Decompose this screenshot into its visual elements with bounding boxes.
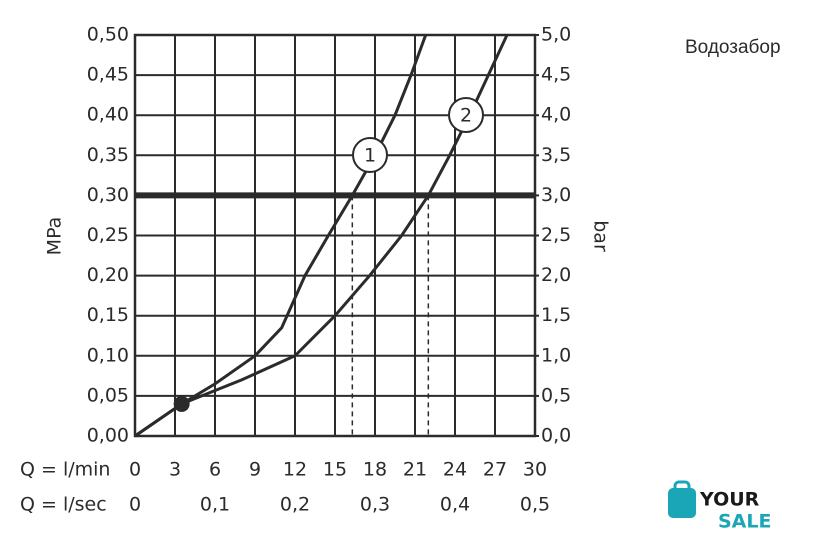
x-tick-label: 27: [483, 459, 507, 481]
y-tick-label: 0,40: [87, 104, 129, 126]
y-tick-label: 0,25: [87, 224, 129, 246]
y-tick-label: 0,05: [87, 384, 129, 406]
x2-tick-label: 0,3: [360, 494, 390, 516]
x-tick-label: 15: [323, 459, 347, 481]
y2-tick-label: 3,5: [541, 144, 571, 166]
x2-axis-label: Q = l/sec: [20, 494, 107, 516]
y-tick-label: 0,15: [87, 304, 129, 326]
chart-title: Водозабор: [685, 37, 781, 58]
y-tick-label: 0,45: [87, 64, 129, 86]
y2-tick-label: 2,5: [541, 224, 571, 246]
y2-tick-label: 0,5: [541, 384, 571, 406]
x-tick-label: 9: [249, 459, 261, 481]
y-tick-label: 0,00: [87, 425, 129, 447]
plot-frame: [133, 33, 537, 438]
y2-tick-label: 3,0: [541, 184, 571, 206]
x-tick-label: 21: [403, 459, 427, 481]
logo-text: SALE: [718, 511, 771, 533]
y2-tick-label: 4,0: [541, 104, 571, 126]
x-tick-label: 24: [443, 459, 467, 481]
point: [173, 395, 190, 412]
y-tick-label: 0,20: [87, 264, 129, 286]
x2-tick-label: 0: [129, 494, 141, 516]
y2-tick-label: 1,0: [541, 344, 571, 366]
curve-label: 1: [364, 145, 376, 167]
y2-tick-label: 2,0: [541, 264, 571, 286]
x-tick-label: 18: [363, 459, 387, 481]
logo: YOUR SALE: [668, 480, 771, 533]
curve-badge: [352, 137, 388, 173]
x2-tick-label: 0,2: [280, 494, 310, 516]
x-tick-label: 3: [169, 459, 181, 481]
y2-tick-label: 4,5: [541, 64, 571, 86]
y2-tick-label: 5,0: [541, 24, 571, 46]
y-tick-label: 0,35: [87, 144, 129, 166]
y2-tick-label: 1,5: [541, 304, 571, 326]
x-tick-label: 0: [129, 459, 141, 481]
y2-tick-label: 0,0: [541, 425, 571, 447]
logo-icon: [668, 488, 696, 518]
curve-label: 2: [460, 105, 472, 127]
x2-tick-label: 0,1: [200, 494, 230, 516]
x-tick-label: 30: [523, 459, 547, 481]
x2-tick-label: 0,5: [520, 494, 550, 516]
y2-axis-label: bar: [590, 220, 612, 252]
x-axis-label: Q = l/min: [20, 459, 110, 481]
x-tick-label: 12: [283, 459, 307, 481]
y-axis-label: MPa: [44, 217, 66, 256]
x-tick-label: 6: [209, 459, 221, 481]
curve: [134, 34, 428, 438]
x2-tick-label: 0,4: [440, 494, 470, 516]
logo-text: YOUR: [699, 489, 760, 511]
y-tick-label: 0,50: [87, 24, 129, 46]
y-tick-label: 0,10: [87, 344, 129, 366]
y-tick-label: 0,30: [87, 184, 129, 206]
curve-badge: [448, 97, 484, 133]
logo-handle: [673, 480, 691, 494]
